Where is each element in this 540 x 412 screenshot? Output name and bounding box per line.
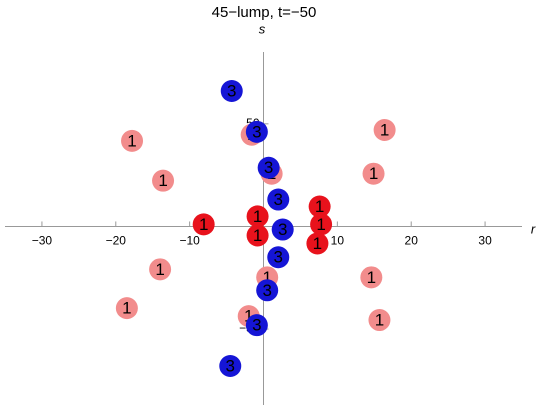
x-axis-label: r xyxy=(531,221,536,236)
point-label: 3 xyxy=(227,81,236,100)
point xyxy=(152,169,175,192)
x-tick-label: 30 xyxy=(478,234,492,248)
point-label: 3 xyxy=(274,248,283,267)
point-label: 1 xyxy=(375,311,384,330)
point xyxy=(121,129,144,152)
point-label: 1 xyxy=(367,268,376,287)
x-tick-label: 20 xyxy=(405,234,419,248)
point xyxy=(257,156,280,179)
point-label: 1 xyxy=(369,164,378,183)
point-label: 1 xyxy=(253,207,262,226)
chart-title: 45−lump, t=−50 xyxy=(212,4,317,21)
point-label: 1 xyxy=(253,226,262,245)
point xyxy=(267,246,290,269)
x-tick-label: −30 xyxy=(32,234,53,248)
point xyxy=(219,355,242,378)
y-axis-label: s xyxy=(259,21,266,36)
point xyxy=(368,309,391,332)
point xyxy=(115,297,138,320)
point xyxy=(308,195,331,218)
point xyxy=(373,118,396,141)
point-label: 1 xyxy=(155,260,164,279)
point xyxy=(246,205,269,228)
point-label: 1 xyxy=(313,234,322,253)
point-label: 1 xyxy=(199,215,208,234)
point-label: 1 xyxy=(158,171,167,190)
point-label: 1 xyxy=(315,197,324,216)
point xyxy=(192,213,215,236)
point xyxy=(267,188,290,211)
point xyxy=(149,258,172,281)
point-label: 3 xyxy=(274,190,283,209)
x-tick-label: −10 xyxy=(179,234,200,248)
point xyxy=(306,232,329,255)
x-tick-label: −20 xyxy=(106,234,127,248)
x-tick-label: 10 xyxy=(331,234,345,248)
point xyxy=(310,213,333,236)
point-label: 3 xyxy=(264,158,273,177)
point xyxy=(362,162,385,185)
point-label: 1 xyxy=(122,299,131,318)
point-label: 1 xyxy=(316,215,325,234)
point-label: 3 xyxy=(262,281,271,300)
point-label: 1 xyxy=(127,131,136,150)
point xyxy=(271,218,294,241)
point xyxy=(245,314,268,337)
point xyxy=(220,79,243,102)
point-label: 1 xyxy=(262,268,271,287)
point xyxy=(246,224,269,247)
point-label: 1 xyxy=(380,120,389,139)
point xyxy=(245,120,268,143)
point-label: 3 xyxy=(252,122,261,141)
point-label: 3 xyxy=(252,316,261,335)
point xyxy=(360,266,383,289)
point-label: 3 xyxy=(226,356,235,375)
point-label: 3 xyxy=(278,220,287,239)
point-label: 1 xyxy=(244,307,253,326)
point xyxy=(256,279,279,302)
